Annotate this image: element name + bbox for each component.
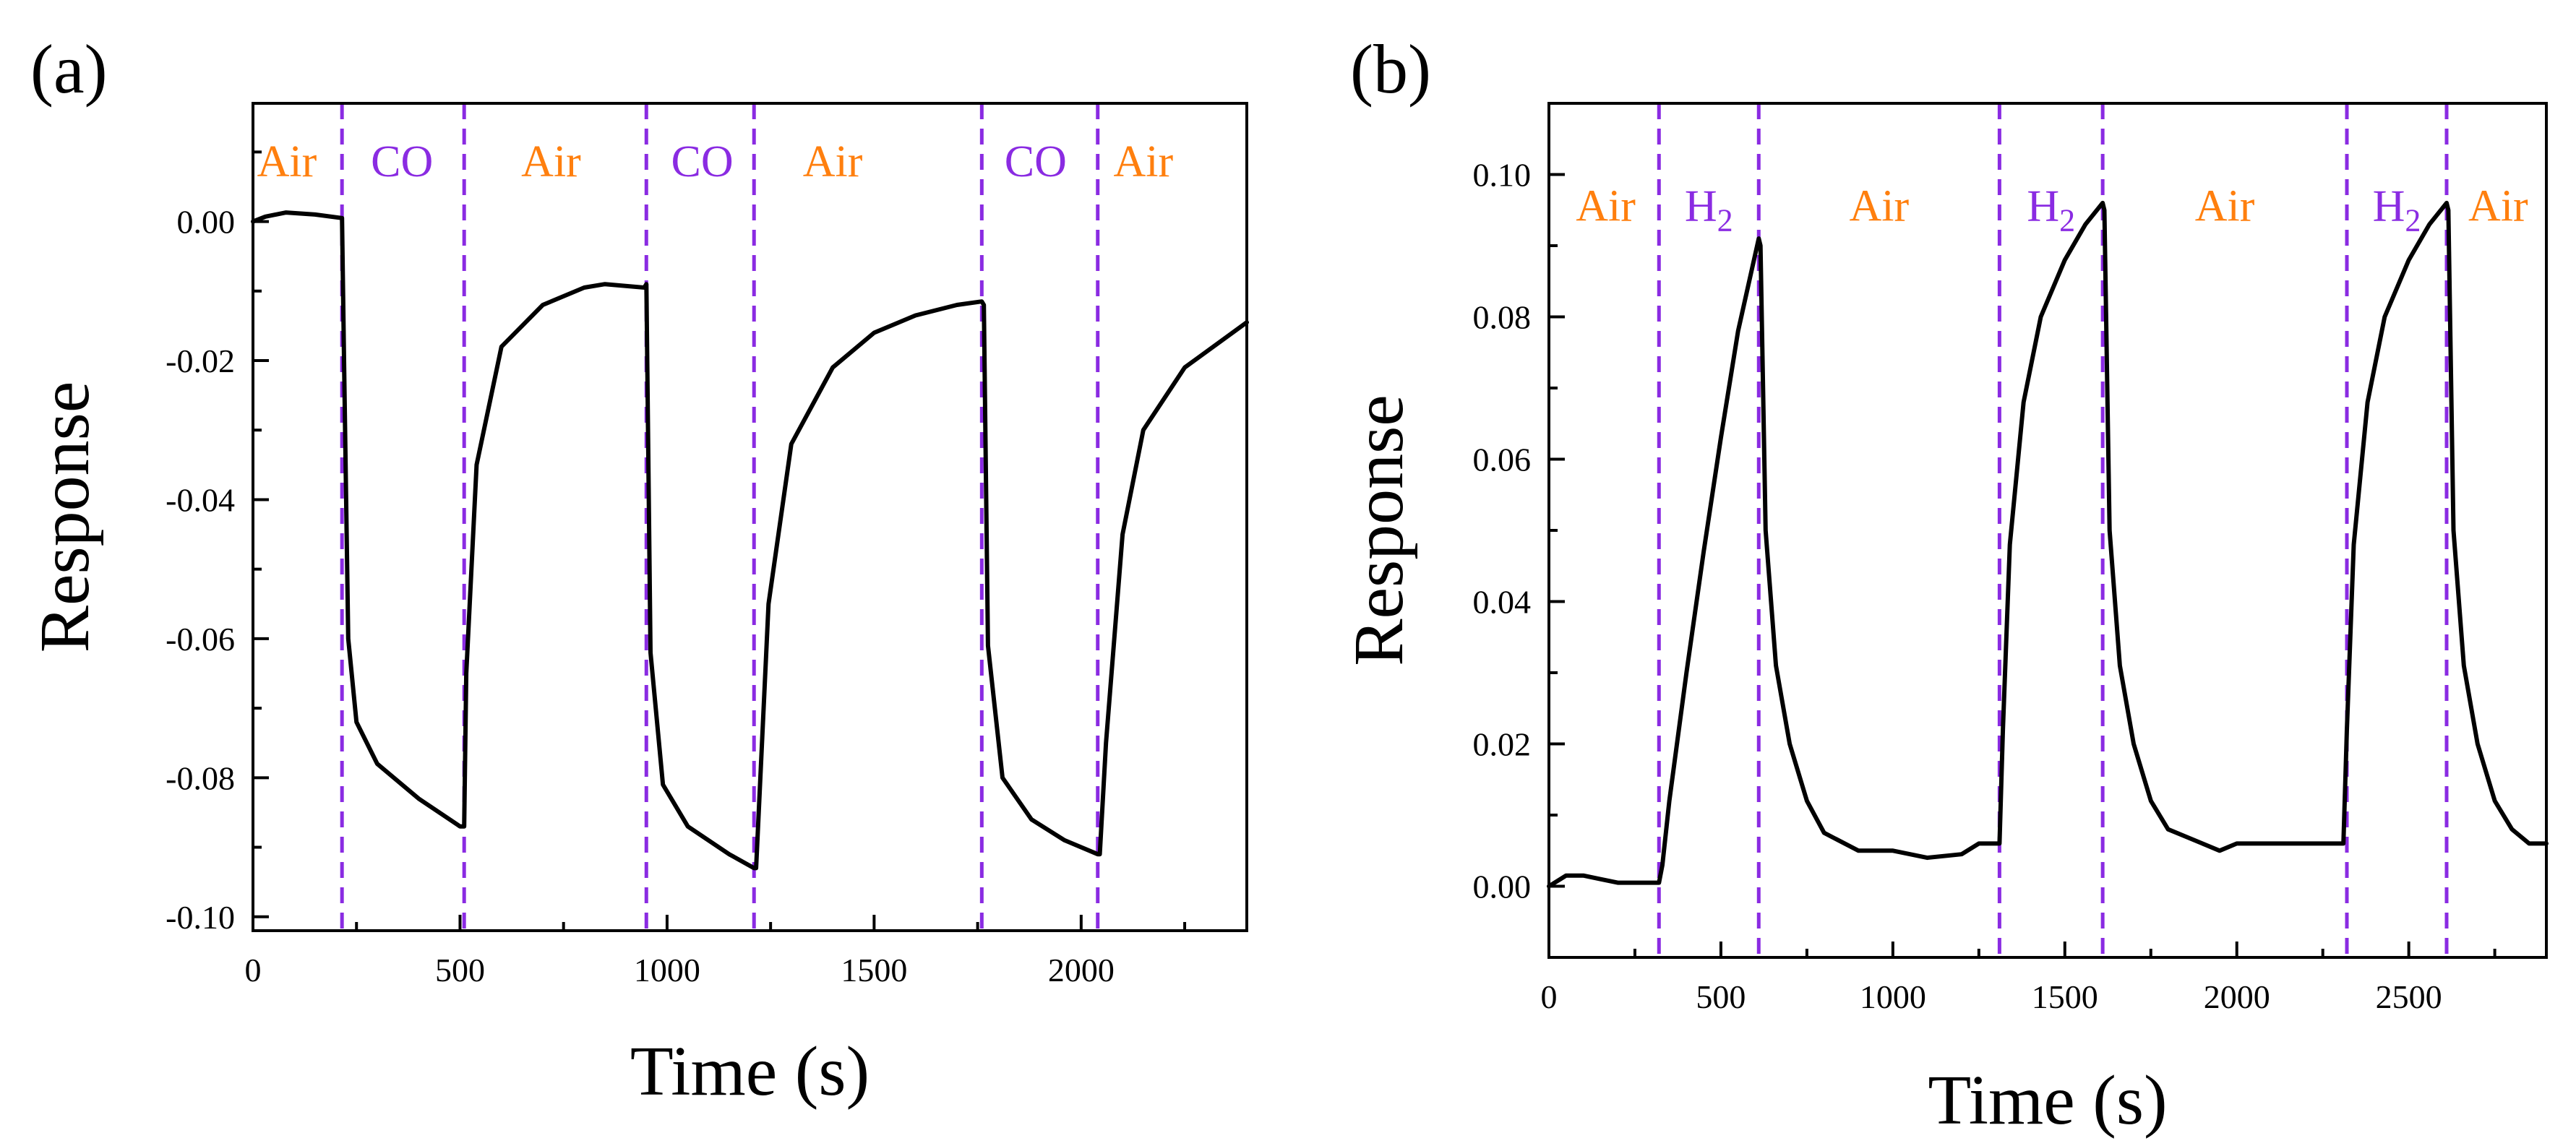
phase-label-text: Air xyxy=(1576,182,1636,231)
phase-label: Air xyxy=(2468,182,2528,231)
phase-label-subscript: 2 xyxy=(2405,203,2421,238)
phase-label-text: CO xyxy=(1005,137,1067,186)
y-axis-title: Response xyxy=(26,382,104,653)
y-tick-label: -0.06 xyxy=(166,621,235,658)
phase-label-text: Air xyxy=(257,137,317,186)
y-tick-label: -0.08 xyxy=(166,759,235,796)
phase-label-subscript: 2 xyxy=(1717,203,1733,238)
phase-label-text: Air xyxy=(1849,182,1909,231)
phase-label: CO xyxy=(1005,137,1067,186)
x-tick-label: 500 xyxy=(435,952,485,988)
phase-label: Air xyxy=(803,137,863,186)
x-tick-label: 1000 xyxy=(1860,978,1926,1015)
y-tick-label: 0.08 xyxy=(1473,299,1532,336)
x-tick-label: 500 xyxy=(1696,978,1746,1015)
y-tick-label: 0.10 xyxy=(1473,157,1532,194)
y-tick-label: -0.10 xyxy=(166,899,235,936)
phase-label: Air xyxy=(1576,182,1636,231)
phase-label-text: CO xyxy=(671,137,734,186)
plot-frame xyxy=(1547,102,2548,959)
phase-label: CO xyxy=(671,137,734,186)
phase-label: Air xyxy=(1113,137,1173,186)
plot-frame xyxy=(252,102,1248,932)
y-tick-label: 0.06 xyxy=(1473,441,1532,478)
phase-label-text: Air xyxy=(2468,182,2528,231)
phase-label-subscript: 2 xyxy=(2059,203,2075,238)
phase-label-text: H xyxy=(1685,182,1717,231)
phase-label-text: CO xyxy=(371,137,433,186)
phase-label: H2 xyxy=(2027,182,2075,238)
y-tick-label: -0.02 xyxy=(166,342,235,379)
phase-label-text: Air xyxy=(2195,182,2255,231)
phase-label: Air xyxy=(521,137,581,186)
panel-label: (b) xyxy=(1350,30,1431,108)
panel-a: Air CO Air CO Air CO Air 0 500 1000 1500 2000 0.00 -0… xyxy=(26,30,1249,1111)
y-tick-label: 0.00 xyxy=(1473,869,1532,905)
y-axis-title: Response xyxy=(1340,395,1418,666)
x-tick-label: 2000 xyxy=(1048,952,1115,988)
phase-label: H2 xyxy=(2373,182,2421,238)
x-tick-label: 0 xyxy=(245,952,262,988)
x-axis-title: Time (s) xyxy=(630,1033,870,1111)
x-tick-label: 1500 xyxy=(2032,978,2098,1015)
phase-label: Air xyxy=(257,137,317,186)
phase-label: Air xyxy=(2195,182,2255,231)
phase-label: Air xyxy=(1849,182,1909,231)
y-tick-label: 0.02 xyxy=(1473,726,1532,763)
x-tick-label: 2000 xyxy=(2204,978,2270,1015)
phase-label: CO xyxy=(371,137,433,186)
panel-label: (a) xyxy=(30,30,108,108)
series-line xyxy=(251,210,1249,871)
phase-label: H2 xyxy=(1685,182,1733,238)
x-tick-label: 2500 xyxy=(2376,978,2442,1015)
phase-label-text: Air xyxy=(1113,137,1173,186)
x-tick-label: 0 xyxy=(1541,978,1558,1015)
x-tick-label: 1000 xyxy=(634,952,700,988)
phase-label-text: H xyxy=(2027,182,2059,231)
phase-label-text: Air xyxy=(521,137,581,186)
series-line xyxy=(1547,200,2549,889)
x-axis-title: Time (s) xyxy=(1928,1061,2167,1139)
phase-label-text: Air xyxy=(803,137,863,186)
y-tick-label: 0.04 xyxy=(1473,584,1532,621)
y-tick-label: 0.00 xyxy=(177,204,236,241)
phase-label-text: H xyxy=(2373,182,2405,231)
y-tick-label: -0.04 xyxy=(166,481,235,518)
x-tick-label: 1500 xyxy=(841,952,907,988)
